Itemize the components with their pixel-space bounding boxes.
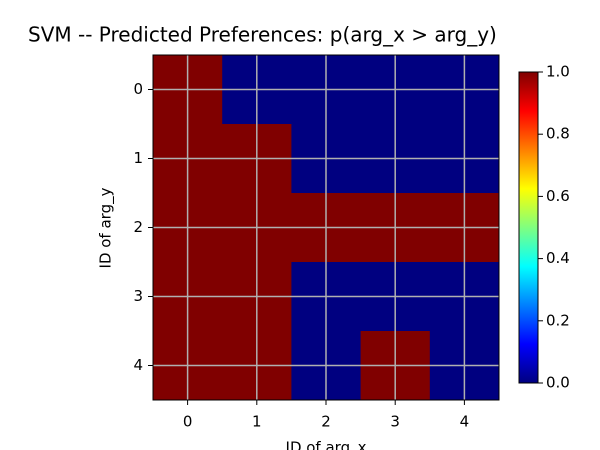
y-tick-label: 3 — [133, 287, 143, 305]
y-tick-label: 4 — [133, 356, 143, 374]
colorbar-tick-label: 0.2 — [546, 311, 570, 329]
colorbar-tick-label: 0.0 — [546, 374, 570, 392]
colorbar-tick-label: 0.8 — [546, 125, 570, 143]
y-axis-label: ID of arg_y — [97, 187, 116, 268]
y-tick-label: 2 — [133, 218, 143, 236]
colorbar-tick-label: 0.6 — [546, 187, 570, 205]
colorbar-tick-label: 0.4 — [546, 249, 570, 267]
x-tick-label: 1 — [252, 413, 262, 431]
x-tick-label: 4 — [460, 413, 470, 431]
x-tick-label: 3 — [390, 413, 400, 431]
x-tick-label: 2 — [321, 413, 331, 431]
x-axis-label: ID of arg_x — [286, 439, 367, 450]
colorbar — [518, 71, 539, 384]
colorbar-tick-label: 1.0 — [546, 63, 570, 81]
y-tick-label: 0 — [133, 80, 143, 98]
x-tick-label: 0 — [183, 413, 193, 431]
y-tick-label: 1 — [133, 149, 143, 167]
plot-frame — [152, 54, 500, 401]
chart-title: SVM -- Predicted Preferences: p(arg_x > … — [28, 23, 497, 47]
